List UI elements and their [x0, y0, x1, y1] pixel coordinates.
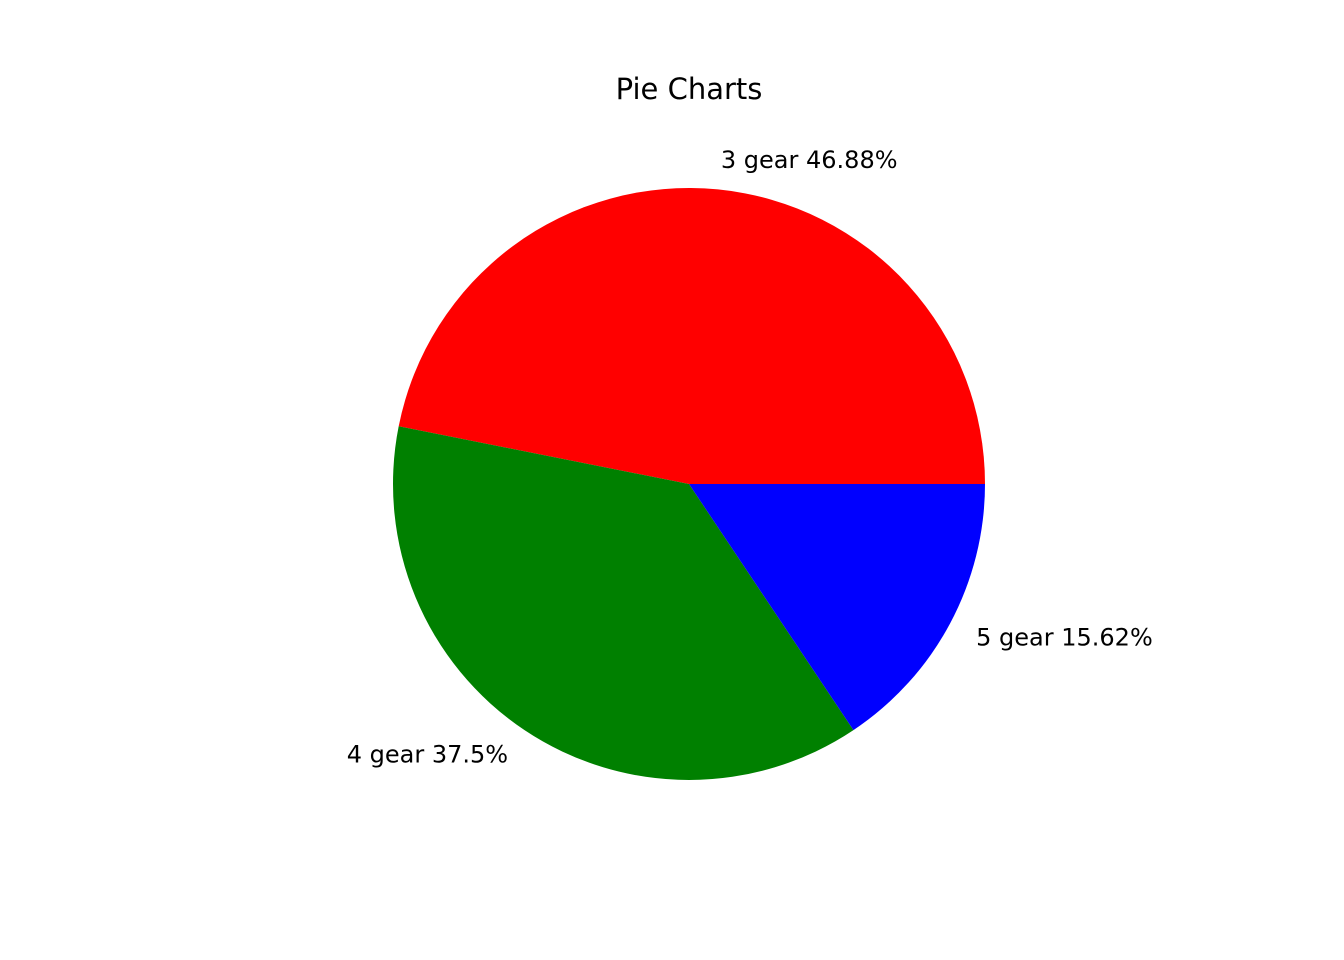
- pie-slice-1: [398, 187, 985, 484]
- pie-slices: [393, 187, 985, 780]
- pie-labels: 3 gear 46.88% 4 gear 37.5% 5 gear 15.62%: [347, 146, 1153, 769]
- chart-title: Pie Charts: [616, 72, 763, 106]
- pie-slice-label-1: 3 gear 46.88%: [721, 146, 898, 174]
- pie-slice-3: [689, 484, 985, 731]
- pie-slice-2: [393, 426, 854, 780]
- pie-slice-label-3: 5 gear 15.62%: [976, 623, 1153, 651]
- pie-slice-label-2: 4 gear 37.5%: [347, 741, 508, 769]
